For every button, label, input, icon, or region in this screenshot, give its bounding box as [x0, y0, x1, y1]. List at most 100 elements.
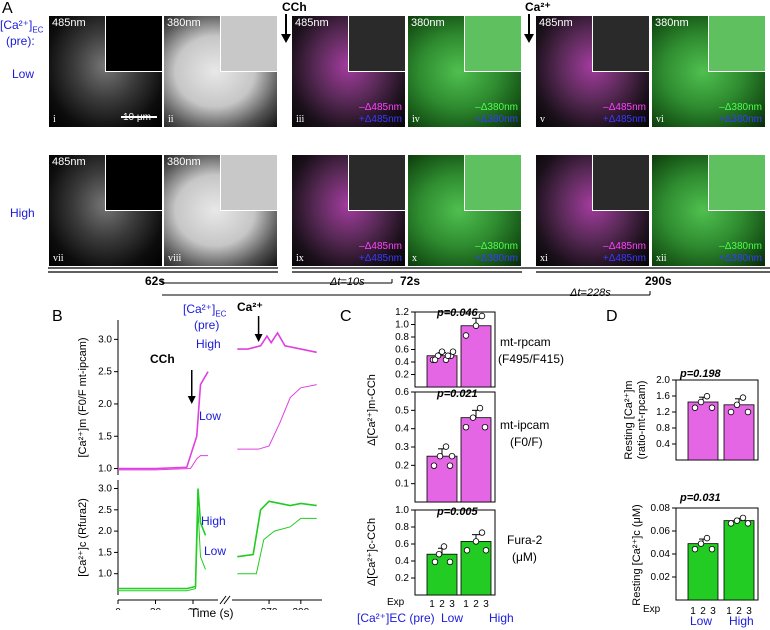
data-point: [691, 545, 699, 553]
y-tick-label: 1.0: [98, 569, 112, 580]
data-point: [691, 404, 699, 411]
y-tick-label: 0.02: [651, 572, 671, 583]
legend-minus: –Δ380nm: [719, 102, 762, 113]
series-line-low-late: [237, 384, 317, 450]
y-tick-label: 1.6: [656, 391, 670, 402]
data-point: [739, 394, 747, 401]
axis-break: [219, 595, 227, 605]
d-low: Low: [690, 614, 713, 628]
roman-numeral: viii: [168, 253, 182, 264]
c-high: High: [489, 611, 514, 625]
bar-high: [460, 417, 492, 503]
y-tick-label: 0.4: [656, 439, 670, 450]
bar-low: [687, 543, 719, 601]
ca-ec-label: [Ca²⁺]EC: [0, 18, 43, 34]
pre-label: (pre):: [6, 34, 35, 48]
b-xlabel: Time (s): [190, 606, 234, 620]
inset: [592, 16, 649, 72]
inset: [105, 16, 162, 72]
panel-b-letter: B: [52, 308, 63, 325]
data-point: [435, 550, 443, 558]
y-tick-label: 2.0: [656, 375, 670, 386]
panel-c-letter: C: [340, 308, 352, 325]
exp-tick: 3: [483, 599, 489, 610]
y-tick-label: 0.08: [651, 503, 671, 514]
b-high-2: High: [201, 514, 226, 528]
inset: [708, 16, 765, 72]
legend-minus: –Δ485nm: [603, 102, 646, 113]
legend-minus: –Δ485nm: [359, 241, 402, 252]
data-point: [733, 517, 741, 524]
image-xii: xii –Δ380nm +Δ380nm: [652, 155, 765, 266]
b-ca-label: Ca²⁺: [237, 300, 263, 314]
roman-numeral: ii: [168, 114, 174, 125]
roman-numeral: iv: [412, 114, 420, 125]
axis-break: [223, 595, 231, 605]
ca-ec-sub: EC: [32, 25, 44, 35]
data-point: [446, 462, 454, 469]
data-point: [462, 423, 470, 431]
y-tick-label: 2.5: [98, 367, 112, 378]
exp-tick: 2: [736, 606, 742, 615]
exp-tick: 2: [700, 606, 706, 615]
chart-c: 0.20.40.60.81.01.20.10.20.30.40.50.60.20…: [366, 307, 496, 610]
data-point: [431, 356, 439, 364]
y-tick-label: 0.6: [395, 345, 409, 356]
exp-tick: 3: [746, 606, 752, 615]
data-point: [476, 404, 484, 412]
series-line-low-early: [118, 509, 206, 592]
c-p3: p=0.005: [437, 506, 478, 518]
inset: [105, 155, 162, 211]
wl-label: 485nm: [52, 17, 86, 29]
series-line-low-late: [237, 517, 317, 575]
scale-bar-label: 10 μm: [123, 112, 151, 123]
y-tick-label: 0.6: [395, 539, 409, 550]
exp-tick: 3: [710, 606, 716, 615]
series-line-high-late: [237, 331, 317, 354]
legend-plus: +Δ485nm: [602, 253, 646, 264]
y-tick-label: 1.0: [395, 505, 409, 516]
panel-d-letter: D: [606, 308, 618, 325]
data-point: [708, 545, 716, 553]
wl-label: 485nm: [295, 17, 329, 29]
y-tick-label: 0.2: [395, 573, 409, 584]
cch-arrowhead: [187, 396, 196, 404]
data-point: [438, 348, 446, 355]
time-290s: 290s: [645, 274, 672, 288]
x-tick-label: 300: [292, 607, 309, 610]
y-tick-label: 0.2: [395, 370, 409, 381]
data-point: [727, 520, 735, 527]
legend-plus: +Δ485nm: [358, 253, 402, 264]
c-label-1a: mt-rpcam: [500, 335, 551, 349]
y-axis-label-m1: Resting [Ca²⁺]m: [623, 380, 635, 459]
roman-numeral: xii: [656, 253, 667, 264]
series-line-high-late: [237, 500, 317, 558]
y-tick-label: 0.04: [651, 549, 671, 560]
c-label-2b: (F0/F): [510, 435, 543, 449]
y-tick-label: 0.8: [395, 332, 409, 343]
cch-arrow: [281, 14, 291, 43]
panel-a-letter: A: [2, 0, 13, 17]
wl-label: 380nm: [167, 17, 201, 29]
roman-numeral: v: [540, 114, 545, 125]
y-tick-label: 0.8: [395, 522, 409, 533]
exp-tick: 1: [690, 606, 696, 615]
exp-tick: 1: [726, 606, 732, 615]
y-tick-label: 2.0: [98, 399, 112, 410]
image-ii: 380nm ii: [164, 16, 277, 127]
b-low-2: Low: [204, 544, 227, 558]
image-vii: 485nm vii: [49, 155, 162, 266]
time-62s: 62s: [145, 274, 166, 288]
y-axis-label: [Ca²⁺]c (Rfura2): [77, 498, 89, 577]
ca-arrow: [524, 14, 534, 43]
inset: [220, 155, 277, 211]
image-viii: 380nm viii: [164, 155, 277, 266]
roman-numeral: vii: [53, 253, 64, 264]
roman-numeral: xi: [540, 253, 548, 264]
row-low-label: Low: [12, 67, 35, 81]
exp-tick: 3: [449, 599, 455, 610]
series-line-high-early: [118, 488, 207, 590]
time-72s: 72s: [400, 274, 421, 288]
legend-minus: –Δ485nm: [359, 102, 402, 113]
data-point: [449, 348, 457, 355]
